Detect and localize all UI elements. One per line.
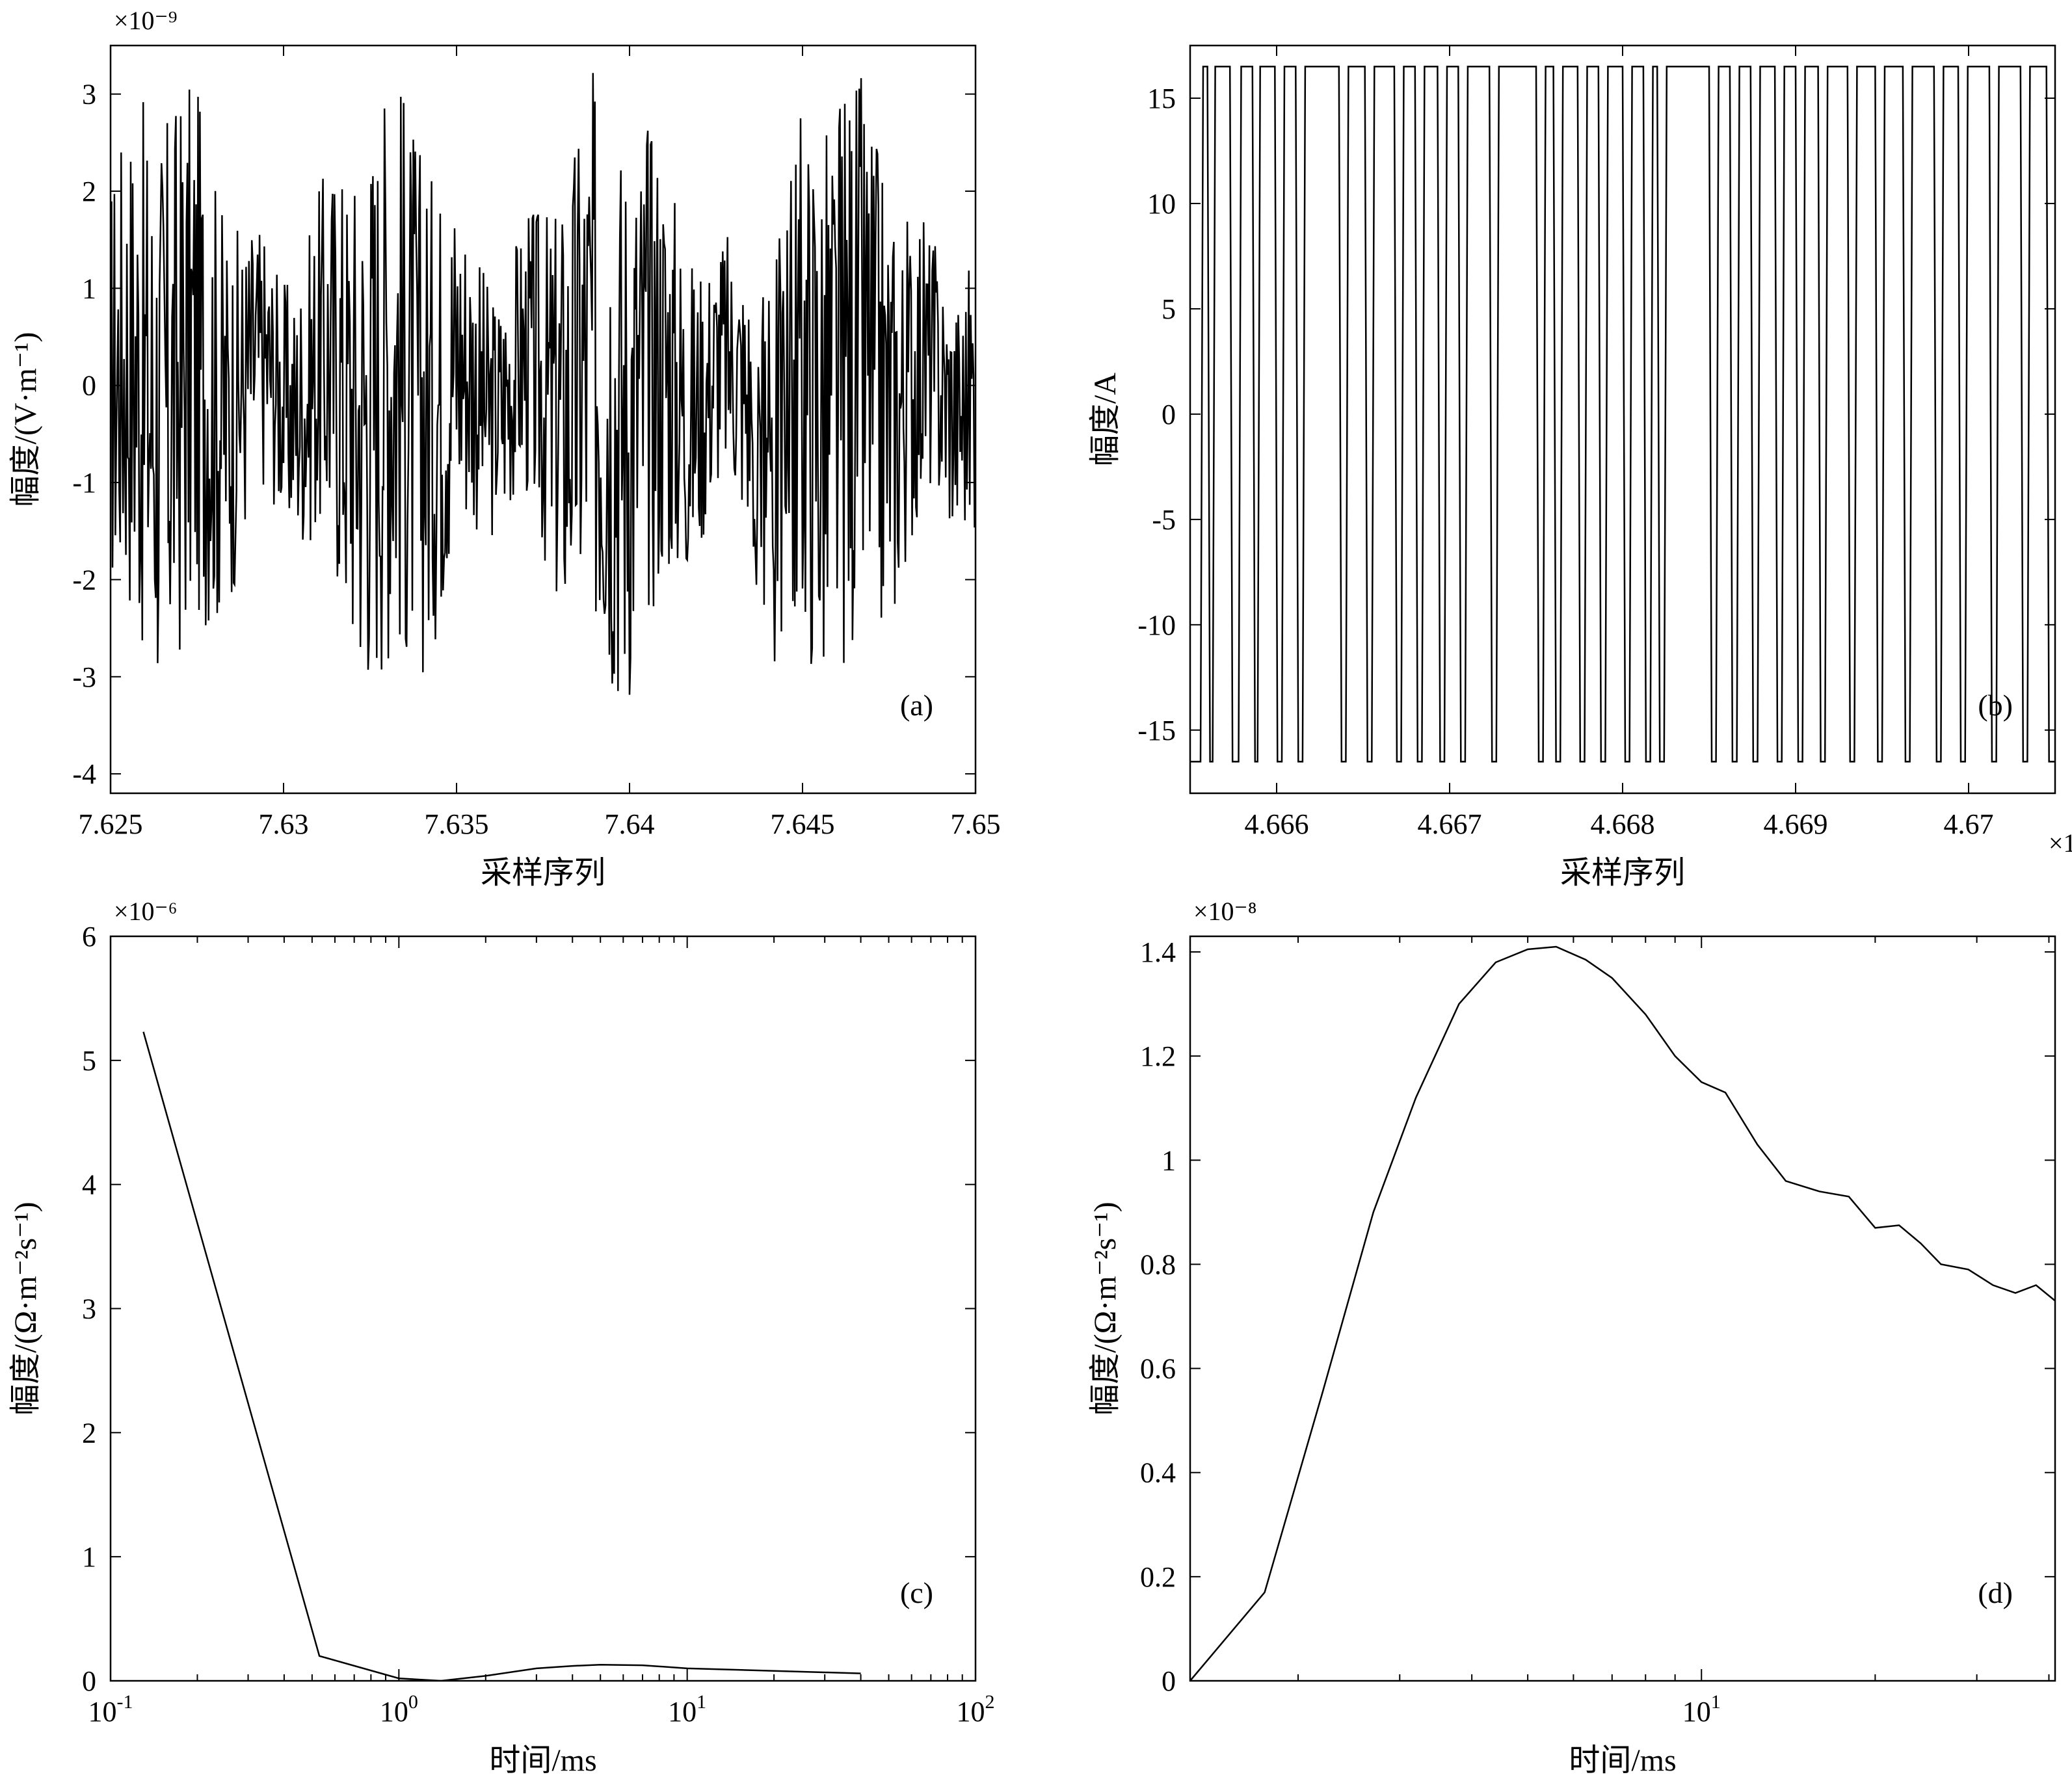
x-tick-label-b: 4.668 [1591, 808, 1655, 840]
panel-c: 0 1 2 3 4 5 6 10-1 100 101 102 ×10⁻⁶ (c) 时间/ms 幅度/(Ω·m… [8, 897, 995, 1778]
y-tick-label-b: 0 [1162, 399, 1176, 430]
y-tick-label-a: -3 [72, 661, 96, 693]
x-tick-label-c: 101 [668, 1691, 706, 1728]
x-tick-label-c: 102 [957, 1691, 995, 1728]
y-tick-label-a: -2 [72, 564, 96, 596]
y-tick-label-c: 1 [82, 1541, 96, 1573]
y-tick-label-c: 4 [82, 1169, 96, 1201]
y-tick-label-b: 5 [1162, 293, 1176, 325]
series-line-a [111, 73, 976, 695]
y-tick-label-a: 2 [82, 176, 96, 207]
panel-d: 0 0.2 0.4 0.6 0.8 1 1.2 1.4 101 ×10⁻⁸ (d) 时间/ms 幅度/(… [1088, 897, 2056, 1778]
x-axis-label-c: 时间/ms [489, 1743, 596, 1778]
plot-frame-c [109, 935, 977, 1682]
y-tick-label-b: 10 [1147, 188, 1176, 220]
y-multiplier-d: ×10⁻⁸ [1193, 897, 1257, 926]
series-line-b [1190, 66, 2055, 763]
y-tick-label-b: -15 [1137, 715, 1176, 746]
y-tick-label-c: 2 [82, 1417, 96, 1449]
x-tick-label-b: 4.666 [1245, 808, 1309, 840]
plot-frame-a [109, 44, 977, 795]
x-tick-label-b: 4.67 [1944, 808, 1994, 840]
y-axis-label-a: 幅度/(V·m⁻¹) [8, 332, 43, 507]
y-multiplier-c: ×10⁻⁶ [114, 897, 178, 926]
y-tick-label-d: 0 [1162, 1665, 1176, 1697]
y-tick-label-c: 5 [82, 1045, 96, 1077]
x-multiplier-b: ×10⁵ [2049, 828, 2072, 858]
x-tick-label-b: 4.669 [1764, 808, 1828, 840]
y-tick-label-c: 3 [82, 1293, 96, 1325]
y-tick-label-c: 0 [82, 1665, 96, 1697]
x-axis-label-a: 采样序列 [481, 856, 605, 890]
plot-frame-d [1189, 935, 2056, 1682]
x-axis-label-b: 采样序列 [1560, 856, 1685, 890]
y-tick-label-c: 6 [82, 921, 96, 953]
y-tick-label-b: -10 [1137, 609, 1176, 641]
panel-label-a: (a) [900, 689, 933, 722]
x-tick-label-c: 100 [380, 1691, 418, 1728]
panel-a: -4 -3 -2 -1 0 1 2 3 7.625 7.63 7.635 7.64 7.645 7.65 ×… [8, 6, 1001, 890]
y-tick-label-a: 1 [82, 272, 96, 304]
y-tick-label-a: -4 [72, 758, 96, 790]
x-tick-label-a: 7.645 [771, 808, 835, 840]
x-tick-label-a: 7.63 [259, 808, 309, 840]
x-axis-label-d: 时间/ms [1569, 1743, 1676, 1778]
panel-label-d: (d) [1978, 1576, 2013, 1609]
x-tick-label-c: 10-1 [88, 1691, 133, 1728]
y-multiplier-a: ×10⁻⁹ [114, 6, 178, 35]
y-tick-label-a: 0 [82, 370, 96, 402]
y-tick-label-d: 0.8 [1140, 1248, 1176, 1280]
x-tick-label-a: 7.635 [425, 808, 489, 840]
y-axis-label-c: 幅度/(Ω·m⁻²s⁻¹) [8, 1202, 43, 1415]
y-tick-label-a: -1 [72, 467, 96, 499]
y-tick-label-b: -5 [1152, 504, 1176, 536]
y-tick-label-d: 0.6 [1140, 1353, 1176, 1385]
x-tick-label-a: 7.65 [951, 808, 1001, 840]
x-tick-label-a: 7.625 [79, 808, 143, 840]
panel-label-b: (b) [1978, 689, 2013, 722]
y-axis-label-d: 幅度/(Ω·m⁻²s⁻¹) [1088, 1202, 1122, 1415]
x-tick-label-a: 7.64 [605, 808, 655, 840]
y-tick-label-d: 0.4 [1140, 1457, 1176, 1489]
y-tick-label-d: 1 [1162, 1144, 1176, 1176]
series-line-c [142, 1031, 861, 1681]
x-tick-label-d: 101 [1682, 1691, 1721, 1728]
y-tick-label-d: 1.4 [1140, 936, 1176, 968]
x-tick-label-b: 4.667 [1418, 808, 1482, 840]
y-axis-label-b: 幅度/A [1088, 373, 1122, 466]
panel-label-c: (c) [900, 1576, 933, 1609]
panel-b: -15 -10 -5 0 5 10 15 4.666 4.667 4.668 4.669 4.67 ×1… [1088, 44, 2072, 890]
y-tick-label-b: 15 [1147, 83, 1176, 114]
series-line-d [1190, 945, 2055, 1681]
y-tick-label-d: 1.2 [1140, 1040, 1176, 1072]
y-tick-label-a: 3 [82, 79, 96, 111]
y-tick-label-d: 0.2 [1140, 1561, 1176, 1593]
